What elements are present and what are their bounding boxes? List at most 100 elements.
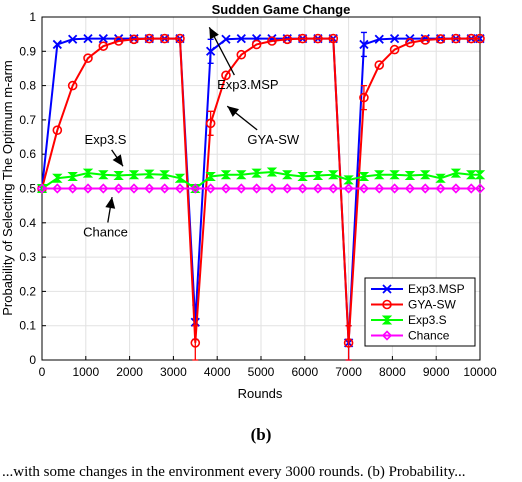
data-point [98, 170, 109, 180]
data-point [420, 170, 431, 180]
data-point [474, 170, 486, 180]
y-tick-label: 0.5 [19, 182, 36, 196]
data-point [374, 34, 384, 44]
data-point [474, 183, 486, 194]
x-tick-label: 1000 [72, 365, 99, 379]
data-point [52, 125, 63, 135]
x-tick-label: 6000 [291, 365, 318, 379]
data-point [374, 60, 385, 70]
data-point [389, 183, 400, 194]
data-point [98, 41, 109, 51]
data-point [190, 317, 200, 327]
legend-label: Chance [408, 329, 450, 343]
data-point [98, 33, 108, 44]
data-point [435, 173, 446, 183]
data-point [405, 37, 415, 48]
y-tick-label: 0.6 [19, 147, 36, 161]
y-tick-label: 0 [29, 353, 36, 367]
data-point [267, 36, 277, 46]
data-point [328, 183, 339, 194]
data-point [404, 183, 416, 194]
legend-label: Exp3.MSP [408, 282, 465, 296]
data-point [435, 34, 446, 44]
data-point [389, 44, 400, 55]
data-point [389, 170, 400, 180]
legend-item: GYA-SW [371, 298, 456, 312]
data-point [297, 171, 308, 181]
data-point [475, 33, 485, 44]
y-tick-label: 0.1 [19, 319, 36, 333]
series-GYA-SW [37, 33, 485, 361]
data-point [359, 39, 369, 50]
data-point [221, 34, 231, 44]
series-line [41, 171, 480, 190]
data-point [251, 39, 262, 50]
data-point [282, 183, 293, 194]
data-point [52, 39, 62, 50]
data-point [144, 169, 155, 179]
data-point [68, 34, 78, 44]
series-group [36, 31, 486, 361]
data-point [266, 167, 278, 177]
data-point [358, 183, 370, 194]
legend-marker [382, 284, 392, 294]
legend-marker [381, 315, 393, 325]
x-tick-label: 7000 [335, 365, 362, 379]
data-point [282, 170, 293, 180]
legend-item: Exp3.MSP [371, 282, 465, 296]
data-point [113, 36, 124, 46]
x-tick-label: 4000 [204, 365, 231, 379]
data-point [450, 168, 462, 178]
error-bar [345, 325, 352, 361]
data-point [52, 183, 63, 194]
data-point [144, 33, 155, 44]
data-point [374, 170, 385, 180]
legend-marker [381, 330, 393, 341]
data-point [404, 170, 416, 180]
y-tick-label: 0.2 [19, 284, 36, 298]
data-point [159, 183, 170, 194]
data-point [205, 118, 216, 129]
data-point [67, 171, 78, 181]
data-point [113, 183, 124, 194]
data-point [205, 171, 216, 181]
error-bar [360, 84, 367, 111]
annotation-arrow-head [112, 154, 124, 167]
data-point [221, 70, 231, 81]
x-tick-label: 9000 [423, 365, 450, 379]
y-tick-label: 0.9 [19, 44, 36, 58]
annotation-arrow-head [209, 27, 219, 40]
data-point [190, 183, 201, 194]
data-point [159, 170, 170, 180]
data-point [83, 53, 93, 63]
y-tick-label: 0.8 [19, 79, 36, 93]
annotation-label: Chance [83, 225, 128, 240]
series-line [41, 37, 480, 343]
legend-item: Chance [371, 329, 450, 343]
data-point [451, 33, 461, 44]
data-point [358, 171, 370, 181]
data-point [312, 183, 324, 194]
data-point [98, 183, 109, 194]
data-point [190, 338, 201, 348]
data-point [36, 183, 48, 194]
data-point [328, 170, 339, 180]
data-point [466, 183, 477, 194]
data-point [297, 33, 308, 44]
y-tick-label: 0.7 [19, 113, 36, 127]
error-bar [207, 110, 214, 136]
series-Exp3.S [36, 167, 486, 193]
series-Chance [36, 183, 486, 194]
data-point [282, 34, 293, 45]
data-point [159, 33, 170, 44]
data-point [359, 92, 369, 103]
error-bar [192, 325, 199, 361]
annotations: Exp3.MSP GYA-SW Exp3.S Chance [83, 26, 300, 240]
chart-title: Sudden Game Change [212, 2, 351, 17]
data-point [220, 183, 232, 194]
annotation: Exp3.MSP [208, 26, 279, 92]
x-tick-label: 8000 [379, 365, 406, 379]
data-point [450, 183, 462, 194]
data-point [236, 183, 247, 194]
